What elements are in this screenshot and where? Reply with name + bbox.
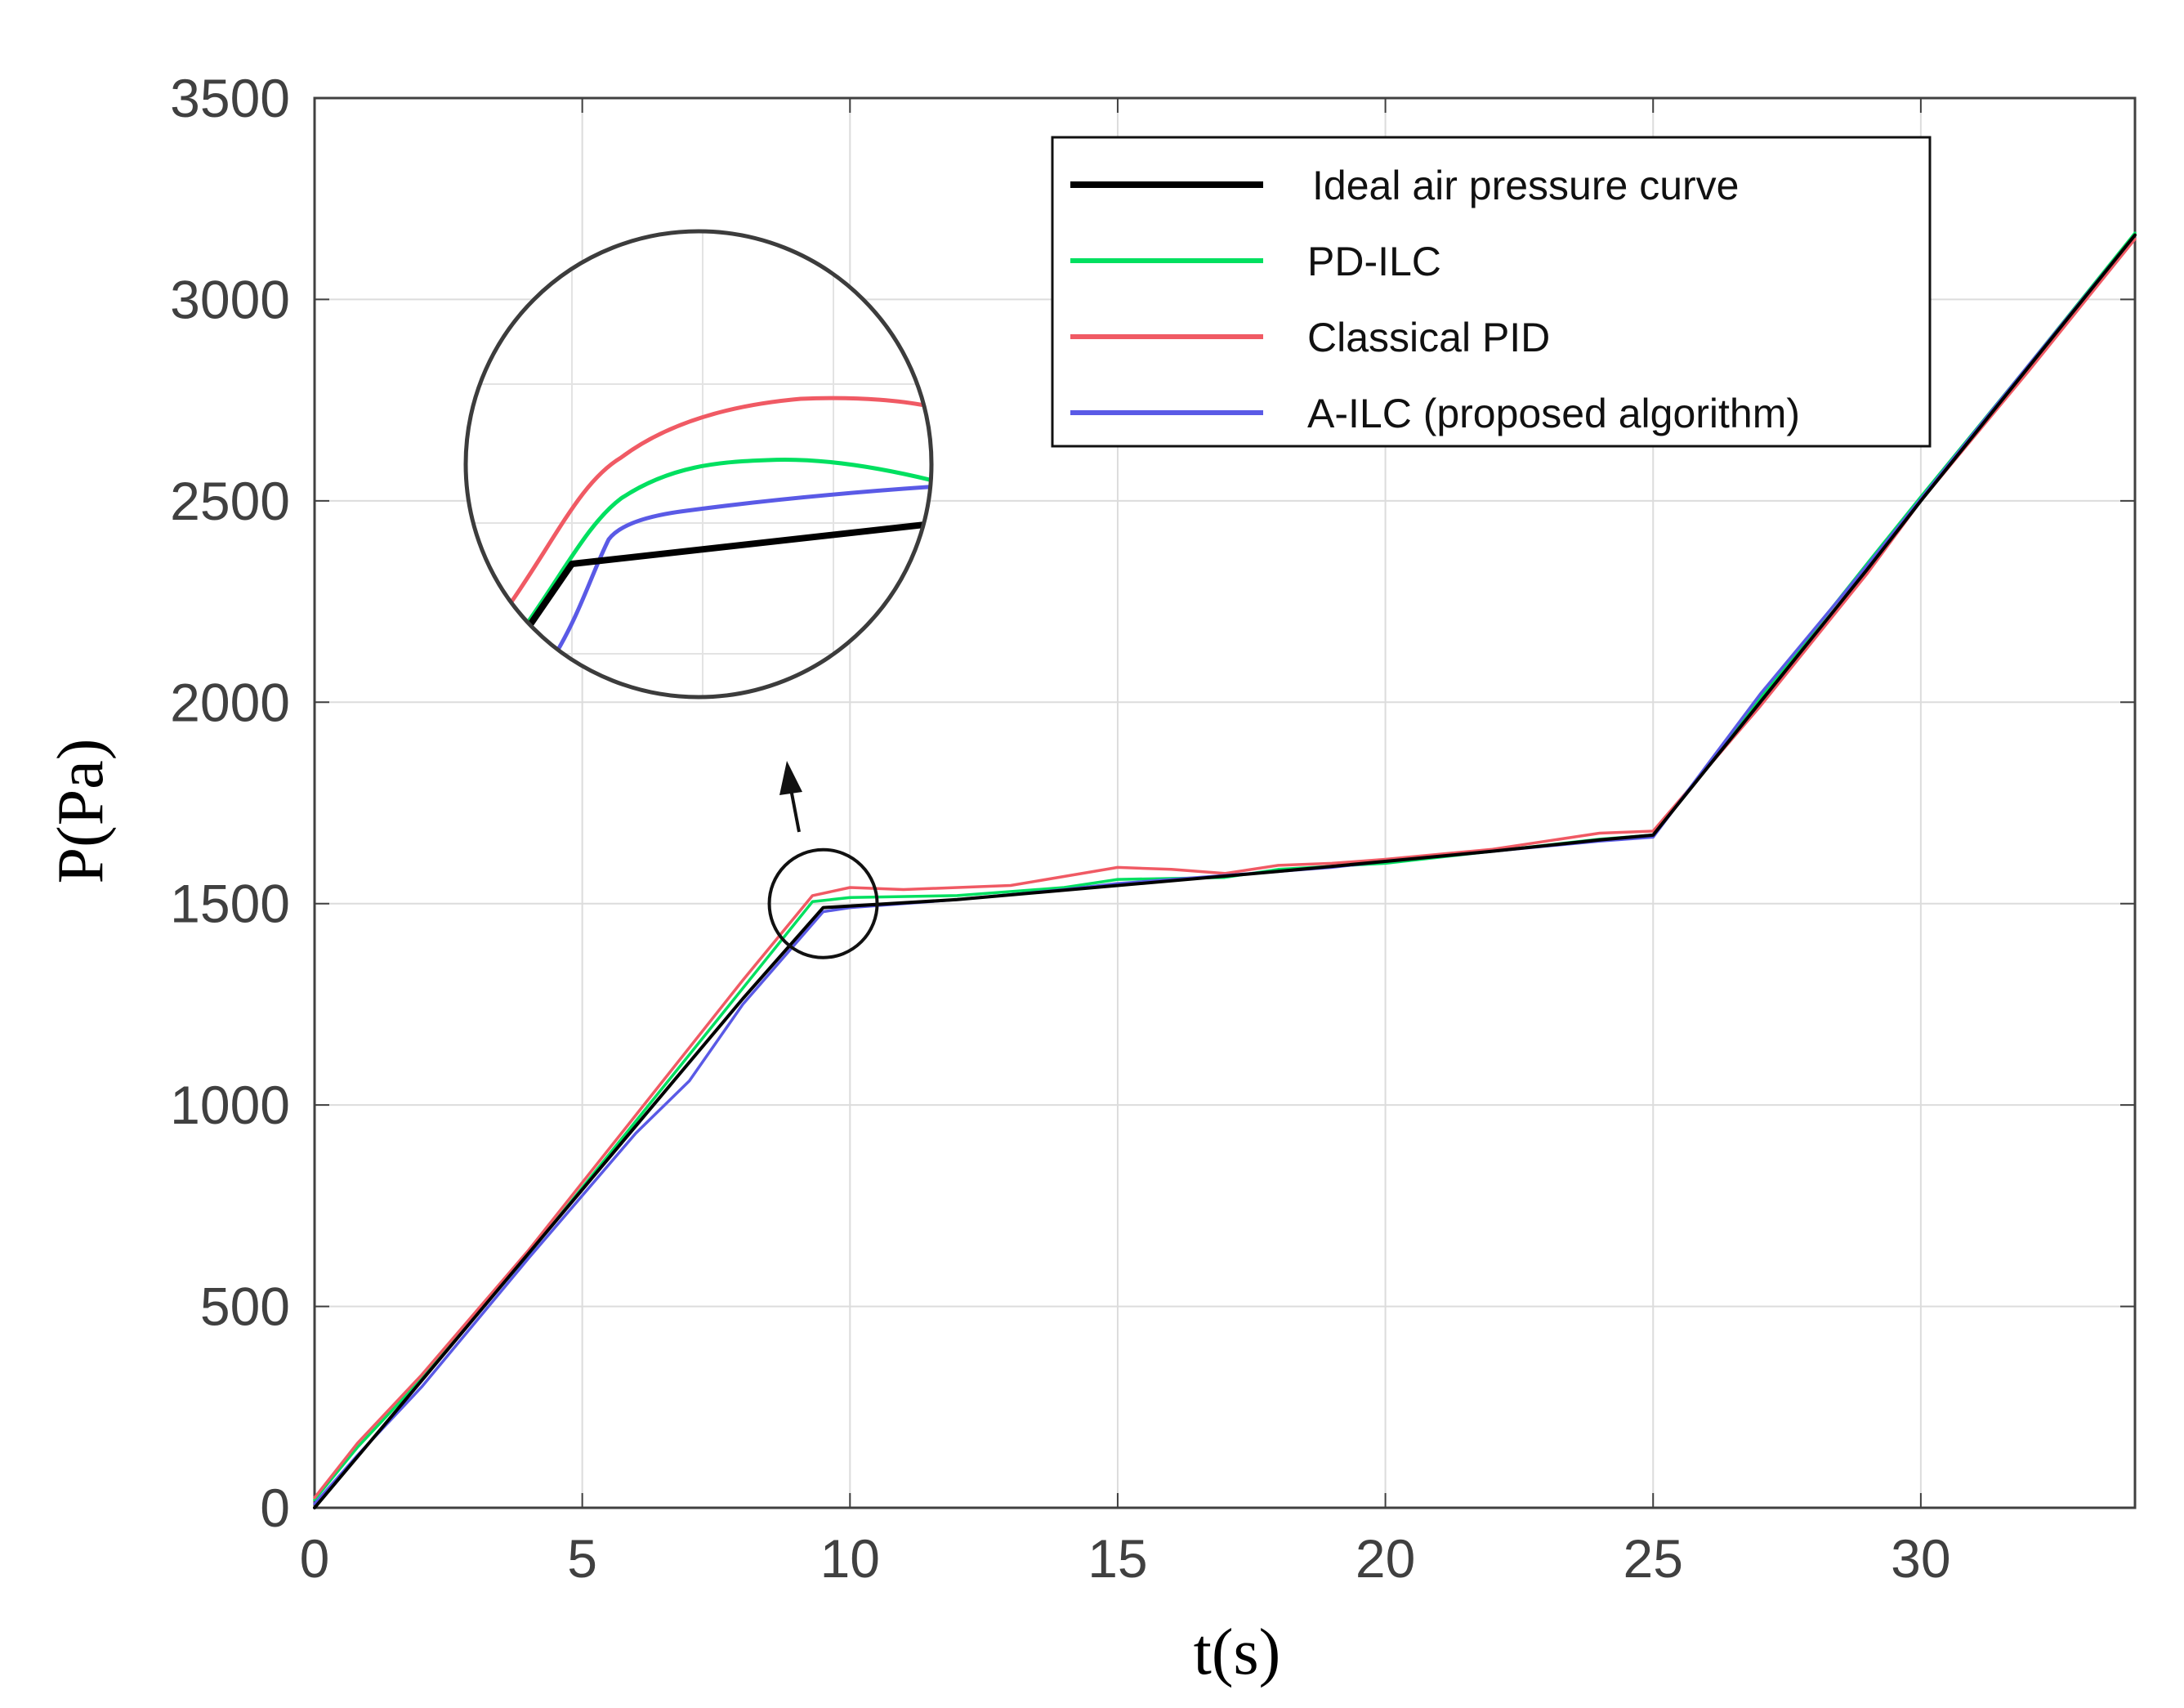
zoom-arrowhead [779,761,802,795]
axis-ticks: 0 5 10 15 20 25 30 0 500 1000 1500 2000 2500 3000 3500 [170,68,2135,1589]
y-axis-title: P(Pa) [45,739,117,884]
y-tick-label: 500 [200,1277,290,1337]
zoom-arrow [779,761,802,833]
inset-series-line-0 [504,396,931,611]
legend-label-0: Ideal air pressure curve [1312,163,1739,208]
legend-label-3: A-ILC (proposed algorithm) [1307,391,1800,436]
series-line-2 [313,237,2137,1500]
legend-label-1: PD-ILC [1307,239,1441,284]
y-tick-label: 1500 [170,874,290,934]
plot-frame [313,96,2137,1509]
x-tick-label: 0 [300,1528,330,1589]
legend-box [1051,136,1932,448]
y-tick-label: 2500 [170,471,290,531]
y-tick-label: 1000 [170,1075,290,1135]
y-tick-label: 2000 [170,672,290,732]
x-tick-label: 15 [1088,1528,1147,1589]
inset-series-line-2 [553,484,931,656]
inset-series-line-1 [520,457,931,632]
x-axis-title: t(s) [1194,1616,1281,1688]
zoom-inset [463,229,934,700]
x-tick-label: 25 [1623,1528,1683,1589]
inset-border [463,229,934,700]
inset-background [466,231,931,697]
y-tick-label: 0 [260,1478,290,1538]
series-line-3 [313,233,2137,1505]
x-tick-label: 30 [1891,1528,1950,1589]
x-tick-label: 20 [1356,1528,1415,1589]
inset-series-line-3 [524,520,931,633]
series-line-0 [313,233,2137,1509]
zoom-target-circle [767,847,879,959]
legend: Ideal air pressure curve PD-ILC Classical … [1051,136,1932,448]
series-layer [313,231,2137,1509]
x-tick-label: 10 [820,1528,880,1589]
x-tick-label: 5 [567,1528,597,1589]
y-tick-label: 3500 [170,68,290,128]
plot-area [313,96,2137,1509]
legend-label-2: Classical PID [1307,315,1550,360]
y-tick-label: 3000 [170,269,290,329]
